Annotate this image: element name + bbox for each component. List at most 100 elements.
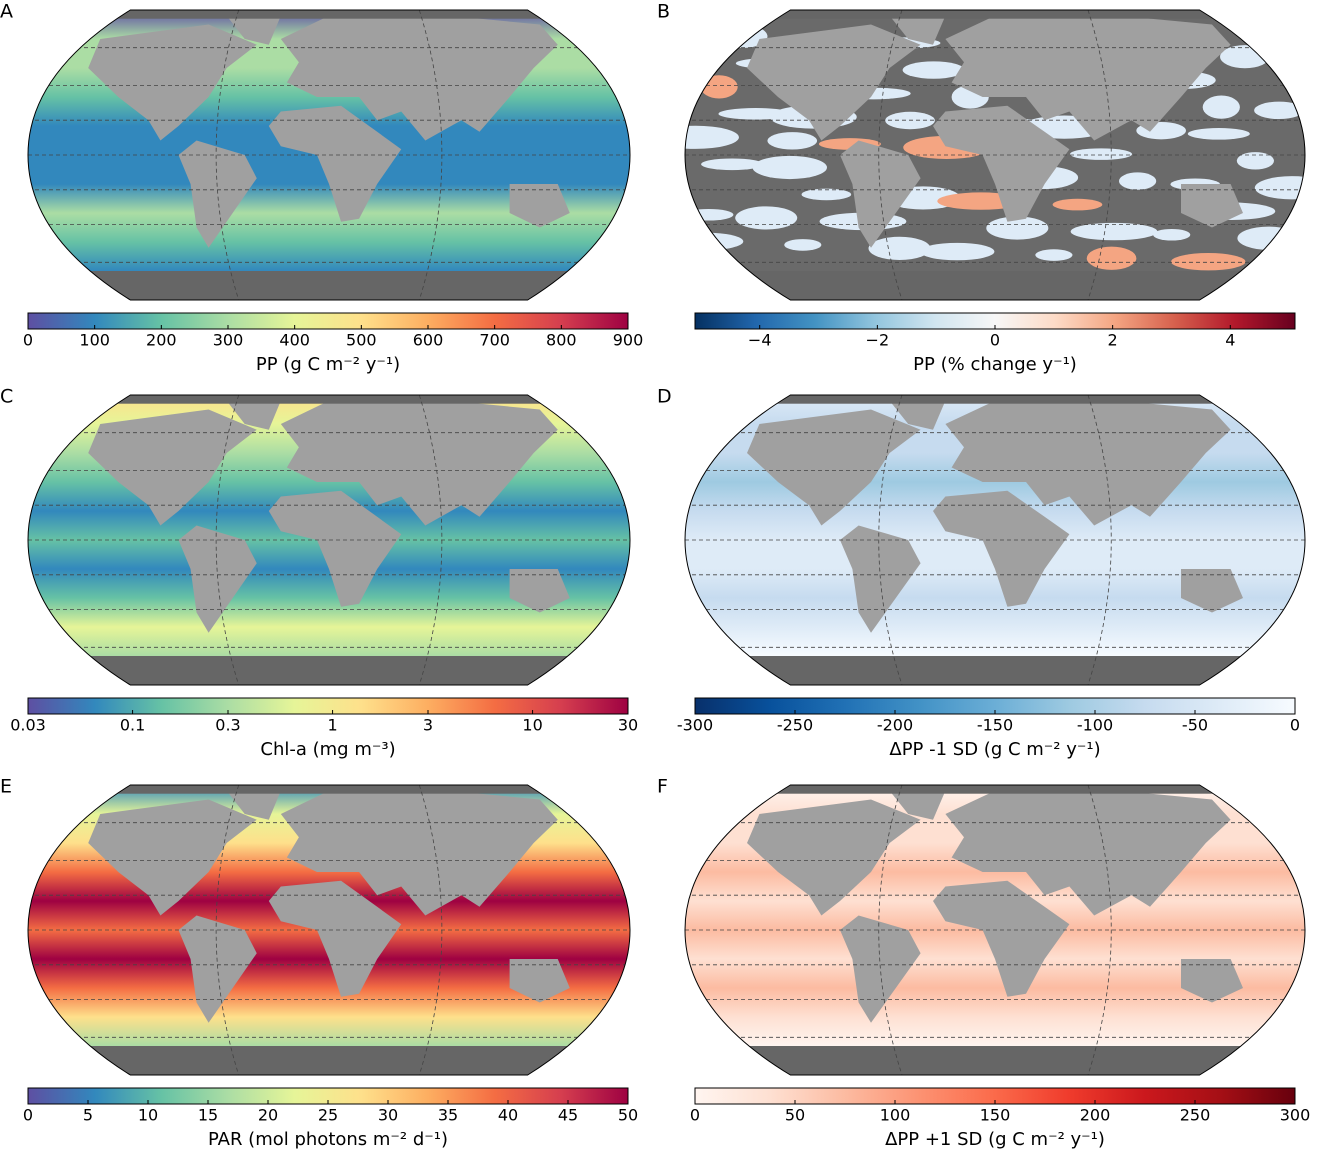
ocean-patch	[752, 155, 827, 180]
map	[652, 10, 1317, 300]
arctic	[685, 10, 1305, 19]
graticule	[419, 10, 442, 300]
land	[889, 790, 946, 820]
graticule	[216, 395, 239, 685]
colorbar-tick-label: 300	[1280, 1106, 1311, 1125]
colorbar-tick-label: −4	[748, 331, 772, 350]
graticule	[879, 10, 902, 300]
colorbar-tick-label: 2	[1108, 331, 1118, 350]
land	[945, 400, 1231, 526]
ocean-patch	[868, 236, 931, 260]
colorbar-tick-label: 0	[990, 331, 1000, 350]
arctic	[28, 785, 630, 794]
map-body	[28, 785, 630, 1075]
land	[747, 409, 921, 526]
land	[280, 790, 558, 916]
colorbar-tick-label: 5	[83, 1106, 93, 1125]
colorbar-tick-label: 10	[522, 716, 542, 735]
land	[1181, 184, 1243, 228]
land	[178, 915, 257, 1023]
antarctica	[28, 1046, 630, 1075]
arctic	[28, 395, 630, 404]
map	[685, 395, 1305, 685]
land	[509, 184, 570, 228]
land	[88, 799, 257, 916]
colorbar-tick-label: 900	[613, 331, 644, 350]
colorbar-tick-label: 3	[423, 716, 433, 735]
land	[226, 15, 281, 45]
ocean-patch	[685, 125, 739, 149]
ocean-patch	[986, 216, 1049, 240]
colorbar-tick-label: 0	[690, 1106, 700, 1125]
arctic	[685, 395, 1305, 404]
ocean-patch	[1187, 128, 1250, 140]
colorbar-tick-label: 15	[198, 1106, 218, 1125]
colorbar-tick-label: 50	[785, 1106, 805, 1125]
map-outline	[685, 10, 1305, 300]
colorbar	[27, 697, 629, 715]
graticule	[1088, 10, 1111, 300]
graticule	[216, 10, 239, 300]
ocean-patch	[767, 132, 818, 150]
land	[226, 400, 281, 430]
colorbar-tick-label: -50	[1182, 716, 1208, 735]
ocean-patch	[1202, 95, 1240, 119]
land	[280, 15, 558, 141]
colorbar	[27, 312, 629, 330]
antarctica	[685, 1046, 1305, 1075]
land	[509, 569, 570, 613]
ocean-patch	[685, 232, 744, 251]
land	[889, 400, 946, 430]
colorbar-label: ΔPP -1 SD (g C m⁻² y⁻¹)	[889, 739, 1100, 760]
colorbar-tick-label: 0.1	[120, 716, 145, 735]
colorbar-tick-label: 200	[1080, 1106, 1111, 1125]
colorbar-tick-label: 0.3	[215, 716, 240, 735]
graticule	[879, 785, 902, 1075]
colorbar-tick-label: 1	[327, 716, 337, 735]
land	[747, 24, 921, 141]
map-body	[28, 10, 630, 300]
colorbar-tick-label: 0	[1290, 716, 1300, 735]
land	[840, 915, 921, 1023]
land	[945, 15, 1231, 141]
land	[1181, 959, 1243, 1003]
land	[268, 490, 402, 607]
colorbar-label: ΔPP +1 SD (g C m⁻² y⁻¹)	[885, 1129, 1105, 1150]
colorbar-tick-label: 0	[23, 1106, 33, 1125]
colorbar-label: PAR (mol photons m⁻² d⁻¹)	[208, 1129, 448, 1150]
ocean-patch	[801, 188, 852, 201]
antarctica	[685, 656, 1305, 685]
graticule	[216, 785, 239, 1075]
land	[178, 140, 257, 248]
arctic	[28, 10, 630, 19]
colorbar-tick-label: 10	[138, 1106, 158, 1125]
ocean-patch	[1220, 45, 1270, 69]
colorbar-tick-label: -150	[977, 716, 1013, 735]
colorbar-tick-label: 45	[558, 1106, 578, 1125]
land	[88, 409, 257, 526]
colorbar-tick-label: 0.03	[10, 716, 46, 735]
colorbar-tick-label: -100	[1077, 716, 1113, 735]
colorbar-label: PP (g C m⁻² y⁻¹)	[256, 354, 400, 375]
land	[509, 959, 570, 1003]
panel-label: B	[657, 1, 670, 23]
graticule	[419, 785, 442, 1075]
ocean-patch	[1254, 176, 1305, 200]
colorbar-tick-label: 4	[1225, 331, 1235, 350]
colorbar-tick-label: 500	[346, 331, 377, 350]
colorbar-tick-label: 250	[1180, 1106, 1211, 1125]
map-outline	[685, 785, 1305, 1075]
ocean-patch	[1236, 152, 1274, 170]
antarctica	[28, 271, 630, 300]
land	[88, 24, 257, 141]
colorbar-tick-label: 30	[618, 716, 638, 735]
map-body	[685, 785, 1305, 1075]
panel-label: A	[0, 1, 13, 23]
ocean-patch	[1052, 198, 1103, 211]
arctic	[685, 785, 1305, 794]
ocean-patch	[1171, 253, 1246, 271]
land	[840, 140, 921, 248]
colorbar-tick-label: 700	[479, 331, 510, 350]
colorbar-tick-label: 150	[980, 1106, 1011, 1125]
colorbar-tick-label: 800	[546, 331, 577, 350]
